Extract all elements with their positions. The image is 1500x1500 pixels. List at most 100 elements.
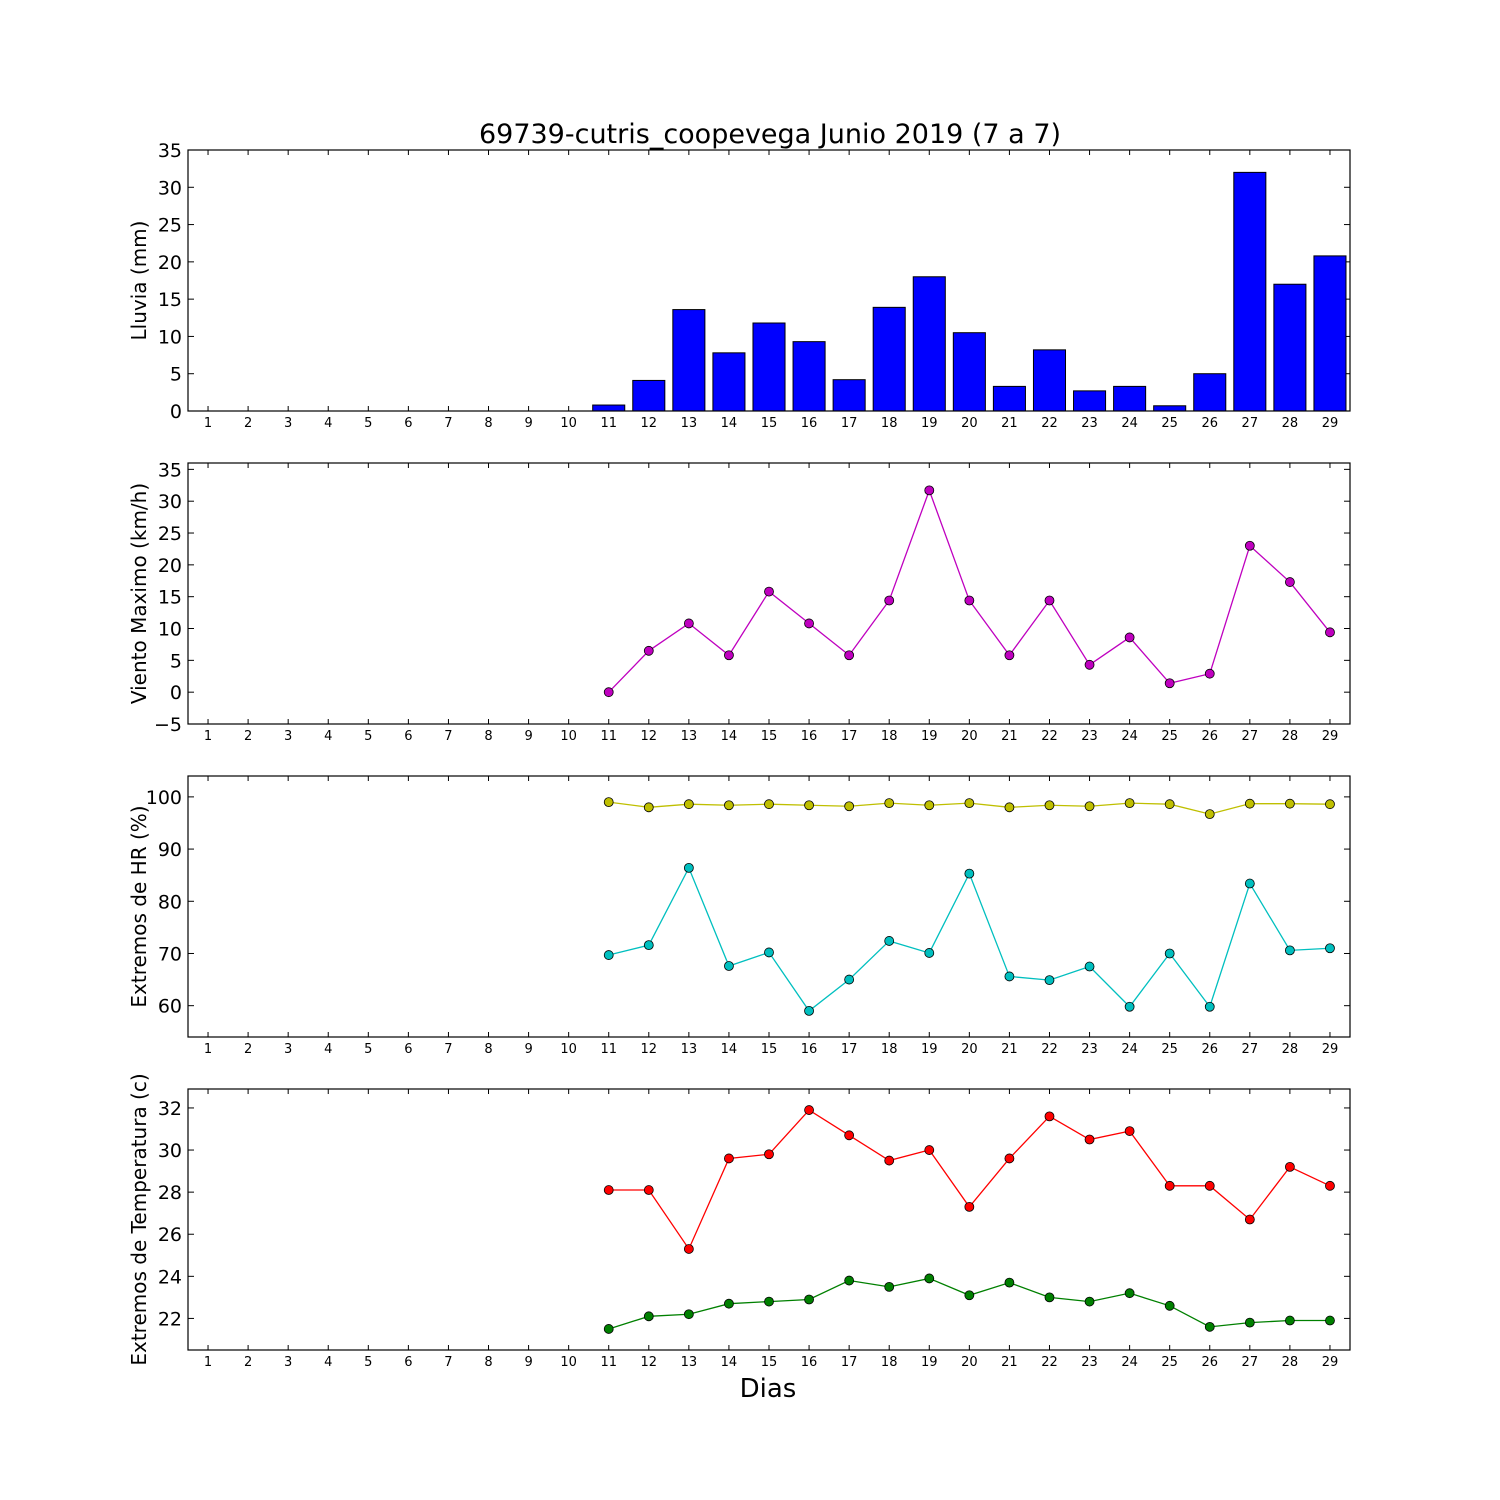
bar (832, 379, 866, 412)
bar (872, 306, 906, 412)
x-tick-label: 15 (761, 416, 778, 431)
data-point (1164, 678, 1175, 689)
data-point (1004, 1277, 1015, 1288)
data-point (844, 1275, 855, 1286)
data-point (924, 1273, 935, 1284)
x-tick-label: 1 (204, 1355, 212, 1370)
data-point (1124, 1001, 1135, 1012)
x-tick-label: 20 (961, 1355, 978, 1370)
x-tick-label: 17 (841, 1042, 858, 1057)
x-tick-label: 10 (560, 1042, 577, 1057)
x-tick-label: 4 (324, 729, 332, 744)
data-point (1284, 1161, 1295, 1172)
x-tick-label: 23 (1081, 1355, 1098, 1370)
data-point (1164, 1180, 1175, 1191)
y-tick-label: 0 (170, 682, 182, 704)
y-tick-label: 70 (158, 943, 182, 965)
data-point (643, 802, 654, 813)
x-tick-label: 5 (364, 1355, 372, 1370)
data-point (1284, 577, 1295, 587)
y-tick-label: 25 (158, 523, 182, 545)
x-tick-label: 24 (1121, 729, 1138, 744)
x-tick-label: 29 (1322, 416, 1339, 431)
x-tick-label: 12 (641, 729, 658, 744)
y-tick-label: 60 (158, 996, 182, 1018)
y-tick-label: 25 (158, 215, 182, 237)
data-point (1084, 961, 1095, 972)
bar (992, 385, 1026, 412)
x-tick-label: 18 (881, 1355, 898, 1370)
x-tick-label: 15 (761, 1042, 778, 1057)
data-point (643, 940, 654, 951)
x-tick-label: 8 (484, 729, 492, 744)
data-point (1044, 595, 1055, 606)
data-point (924, 485, 935, 496)
data-point (1124, 798, 1135, 809)
data-point (1044, 1292, 1055, 1303)
x-tick-label: 4 (324, 1042, 332, 1057)
x-tick-label: 14 (721, 1042, 738, 1057)
x-tick-label: 22 (1041, 1355, 1058, 1370)
data-point (724, 1153, 734, 1164)
x-tick-label: 13 (681, 729, 698, 744)
bar (752, 322, 786, 412)
data-point (1084, 1296, 1095, 1307)
data-point (804, 1294, 814, 1305)
data-point (804, 1105, 814, 1115)
data-point (1044, 800, 1055, 811)
x-tick-label: 1 (204, 729, 212, 744)
data-point (603, 950, 614, 960)
data-point (603, 687, 614, 698)
data-point (964, 1290, 975, 1301)
data-point (844, 801, 855, 812)
x-tick-label: 24 (1121, 1042, 1138, 1057)
x-tick-label: 19 (921, 1355, 938, 1370)
x-tick-label: 13 (681, 416, 698, 431)
y-tick-label: 10 (158, 619, 182, 641)
y-tick-label: 15 (158, 587, 182, 609)
x-tick-label: 6 (404, 416, 412, 431)
x-tick-label: 17 (841, 729, 858, 744)
x-tick-label: 20 (961, 729, 978, 744)
x-tick-label: 25 (1161, 729, 1178, 744)
x-tick-label: 10 (560, 1355, 577, 1370)
x-tick-label: 5 (364, 1042, 372, 1057)
bar (632, 379, 666, 412)
data-point (1244, 878, 1255, 889)
x-tick-label: 20 (961, 416, 978, 431)
x-tick-label: 3 (284, 416, 292, 431)
x-tick-label: 16 (801, 416, 818, 431)
data-point (764, 586, 774, 597)
bar (1233, 171, 1267, 412)
x-tick-label: 12 (641, 1042, 658, 1057)
x-tick-label: 25 (1161, 1042, 1178, 1057)
x-tick-label: 15 (761, 1355, 778, 1370)
data-point (603, 797, 614, 807)
data-point (1004, 802, 1015, 813)
bar (1153, 405, 1187, 412)
data-point (1164, 1300, 1175, 1311)
bar (1113, 385, 1147, 412)
x-tick-label: 22 (1041, 416, 1058, 431)
x-tick-label: 12 (641, 416, 658, 431)
x-tick-label: 4 (324, 1355, 332, 1370)
y-tick-label: 10 (158, 326, 182, 348)
data-point (844, 650, 855, 661)
x-tick-label: 22 (1041, 729, 1058, 744)
data-point (1284, 945, 1295, 956)
chart-title: 69739-cutris_coopevega Junio 2019 (7 a 7… (479, 119, 1061, 150)
x-tick-label: 6 (404, 1355, 412, 1370)
bar (792, 341, 826, 412)
plot-area (188, 1089, 1350, 1350)
y-axis-label: Extremos de HR (%) (127, 805, 151, 1007)
x-tick-label: 16 (801, 729, 818, 744)
x-tick-label: 19 (921, 729, 938, 744)
x-tick-label: 9 (524, 416, 532, 431)
data-point (603, 1185, 614, 1195)
x-tick-label: 13 (681, 1355, 698, 1370)
y-tick-label: 100 (146, 787, 182, 809)
x-tick-label: 11 (600, 1042, 617, 1057)
y-tick-label: 30 (158, 491, 182, 513)
bar (1313, 255, 1347, 412)
